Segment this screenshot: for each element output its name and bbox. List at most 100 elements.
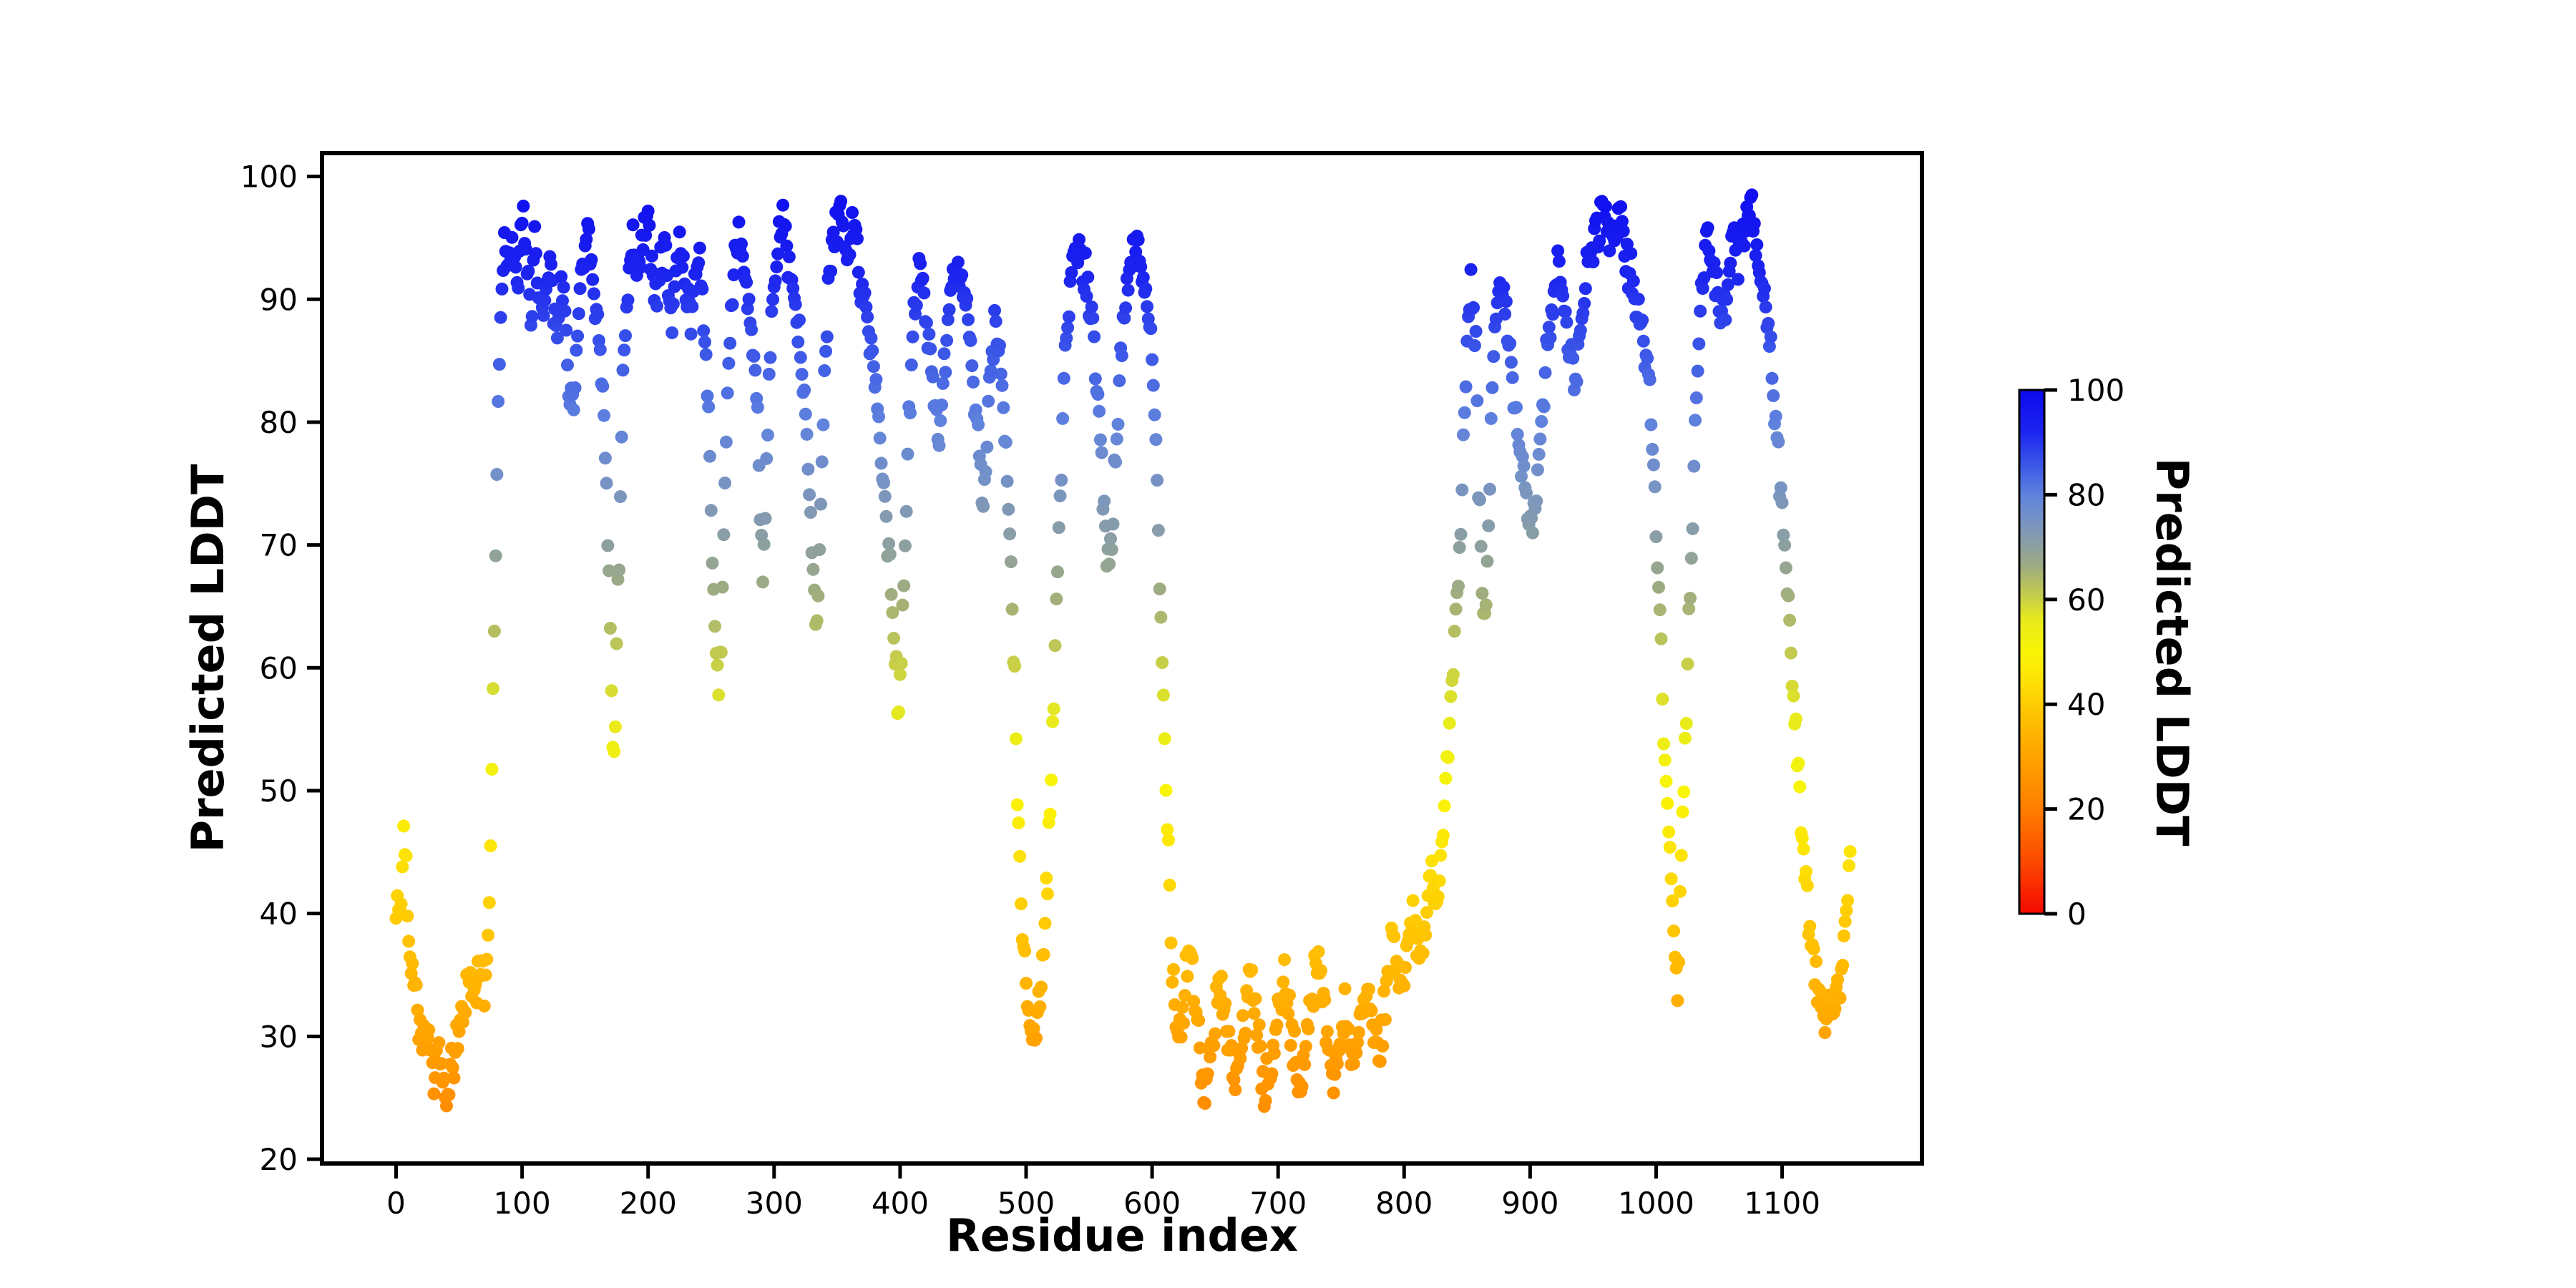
data-point (1229, 1083, 1242, 1096)
data-point (867, 360, 880, 374)
data-point (1614, 200, 1628, 213)
data-point (485, 763, 499, 776)
x-tick-label: 500 (997, 1186, 1055, 1221)
data-point (806, 562, 820, 576)
data-point (1048, 639, 1062, 653)
data-point (940, 333, 954, 347)
data-point (779, 220, 792, 233)
data-point (904, 406, 917, 420)
data-point (1787, 689, 1800, 703)
x-axis-label: Residue index (946, 1209, 1298, 1262)
data-point (1239, 1026, 1252, 1040)
data-point (1327, 1086, 1340, 1100)
data-point (484, 839, 497, 852)
data-point (1750, 238, 1764, 251)
data-point (1593, 234, 1606, 248)
data-point (1283, 988, 1296, 1002)
data-point (1073, 233, 1085, 246)
data-point (1259, 1094, 1272, 1107)
data-point (406, 957, 419, 970)
data-point (843, 248, 857, 261)
data-point (1843, 845, 1857, 859)
data-point (937, 347, 951, 361)
data-point (894, 657, 908, 670)
data-point (477, 999, 491, 1013)
data-point (447, 1071, 461, 1085)
data-point (1434, 849, 1448, 862)
data-point (1838, 914, 1852, 928)
data-point (993, 338, 1006, 352)
data-point (1373, 1055, 1387, 1068)
data-point (1227, 1073, 1241, 1086)
data-point (1800, 864, 1813, 878)
data-point (1797, 842, 1810, 856)
x-tick-label: 800 (1375, 1186, 1433, 1221)
data-point (1433, 874, 1446, 887)
data-point (1765, 371, 1779, 385)
data-point (591, 308, 605, 321)
data-point (723, 336, 737, 350)
data-point (873, 431, 887, 445)
data-point (834, 195, 848, 208)
data-point (1012, 816, 1025, 829)
data-point (1694, 304, 1707, 318)
data-point (814, 497, 827, 511)
data-point (1542, 321, 1556, 334)
data-point (1644, 418, 1658, 431)
data-point (701, 389, 714, 403)
data-point (1376, 1039, 1390, 1053)
data-point (573, 282, 587, 296)
data-point (942, 303, 956, 316)
data-point (1762, 340, 1776, 353)
data-point (537, 308, 550, 322)
data-point (1037, 947, 1050, 961)
data-point (1249, 992, 1262, 1005)
data-point (487, 625, 501, 638)
data-point (962, 313, 975, 326)
data-point (1677, 785, 1691, 799)
data-point (811, 589, 825, 602)
data-point (761, 429, 774, 441)
data-point (1105, 543, 1118, 557)
data-point (1552, 255, 1566, 268)
data-point (1192, 1014, 1206, 1028)
data-point (1080, 290, 1093, 303)
data-point (586, 273, 600, 286)
data-point (886, 606, 899, 620)
data-point (1772, 435, 1785, 449)
data-point (1757, 282, 1771, 296)
data-point (1578, 297, 1591, 310)
data-point (1148, 408, 1161, 421)
data-point (505, 230, 519, 244)
data-point (816, 418, 830, 431)
data-point (960, 292, 974, 305)
data-point (1659, 774, 1673, 788)
data-point (1836, 959, 1850, 972)
data-point (977, 499, 990, 513)
data-point (1201, 1067, 1214, 1080)
data-point (901, 447, 914, 461)
data-point (1672, 955, 1686, 969)
data-point (1265, 1067, 1279, 1080)
data-point (1792, 756, 1805, 770)
data-point (1040, 872, 1053, 885)
data-point (1666, 894, 1679, 907)
data-point (1139, 282, 1153, 296)
data-point (879, 509, 893, 523)
data-point (558, 304, 572, 318)
data-point (1365, 1004, 1378, 1018)
data-point (1515, 469, 1528, 483)
y-tick-label: 20 (260, 1142, 298, 1177)
data-point (611, 572, 625, 586)
data-point (1302, 1022, 1315, 1035)
data-point (801, 462, 815, 476)
data-point (1441, 751, 1455, 764)
data-point (490, 468, 504, 481)
data-point (1062, 310, 1075, 323)
data-point (1113, 374, 1126, 388)
data-point (1511, 428, 1524, 441)
data-point (813, 543, 826, 557)
data-point (1795, 831, 1809, 845)
data-point (1626, 274, 1640, 288)
data-point (1810, 955, 1823, 968)
